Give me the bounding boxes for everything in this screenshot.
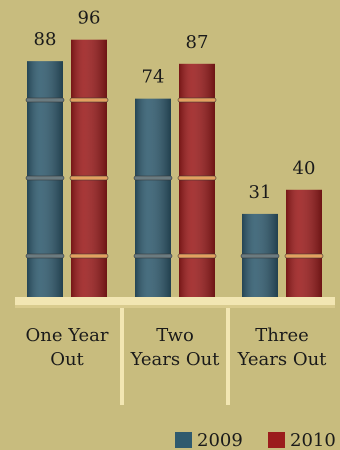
x-tick-label: Three Years Out [237, 325, 327, 370]
bar-ring [69, 175, 109, 181]
value-label: 87 [186, 32, 209, 53]
bar-ring [25, 175, 65, 181]
bar-ring [240, 253, 280, 259]
bar-ring [25, 253, 65, 259]
value-label: 31 [249, 182, 272, 203]
bar-ring [25, 97, 65, 103]
legend-swatch [268, 432, 285, 448]
bar-ring [177, 253, 217, 259]
legend-label: 2009 [197, 430, 243, 450]
shelf-edge [15, 305, 335, 308]
bar-ring [177, 97, 217, 103]
bar-shade [135, 98, 171, 298]
legend-swatch [175, 432, 192, 448]
bar-shade [286, 189, 322, 297]
x-tick-label: One Year Out [25, 325, 109, 370]
bar-ring [69, 97, 109, 103]
legend-label: 2010 [290, 430, 336, 450]
separator [120, 308, 124, 405]
bar-ring [284, 253, 324, 259]
separator [226, 308, 230, 405]
bar-ring [177, 175, 217, 181]
x-tick-label: Two Years Out [130, 325, 220, 370]
value-label: 40 [293, 158, 316, 179]
value-label: 96 [78, 8, 101, 29]
bar-ring [133, 253, 173, 259]
bar-ring [69, 253, 109, 259]
shelf [15, 297, 335, 308]
value-label: 88 [34, 29, 57, 50]
value-label: 74 [142, 67, 165, 88]
bar-shade [71, 39, 107, 297]
bar-ring [133, 175, 173, 181]
